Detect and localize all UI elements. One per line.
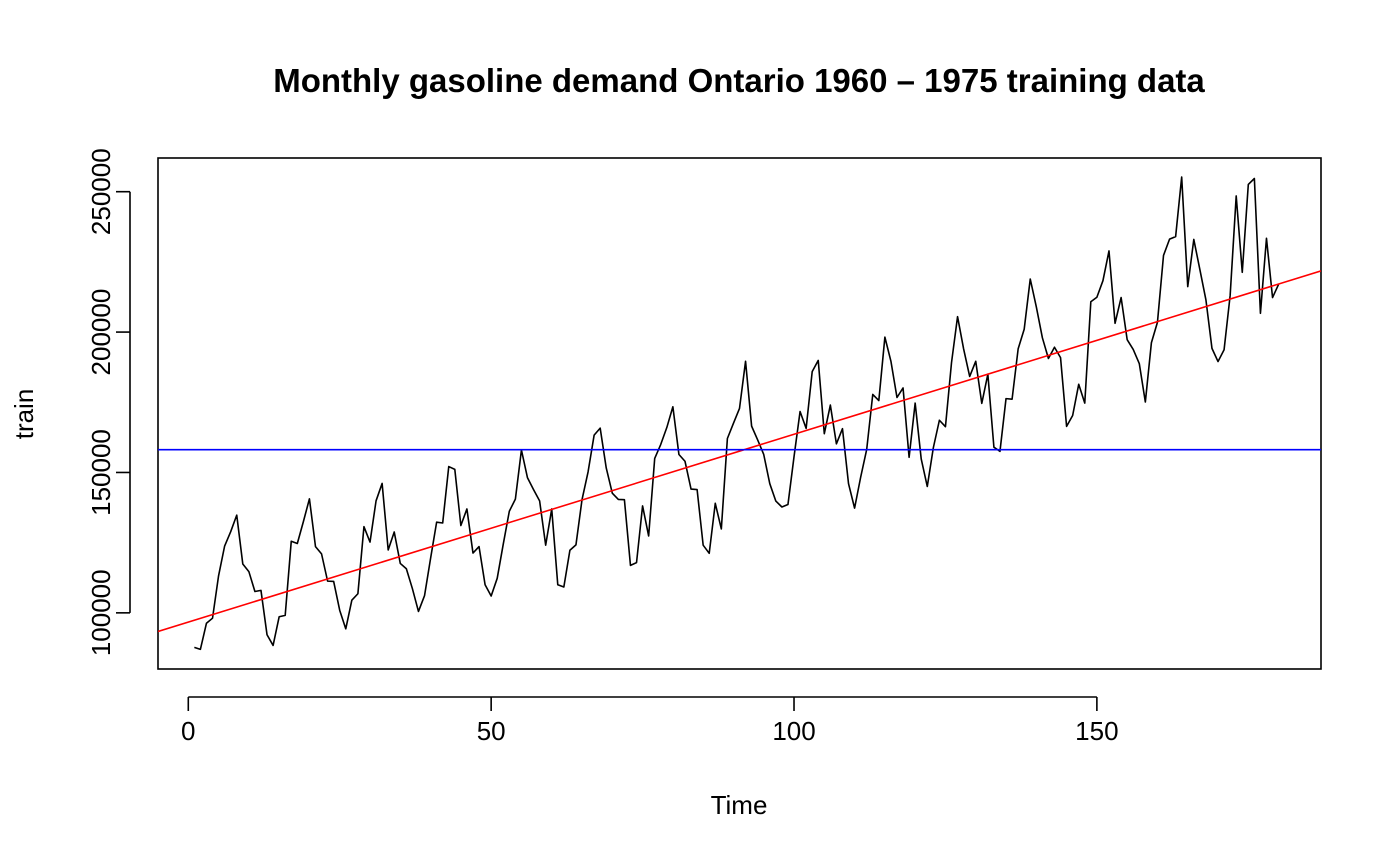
plot-area-frame [157,157,1322,670]
x-tick-label: 150 [1075,716,1118,746]
y-tick-label: 200000 [86,289,116,376]
chart-title: Monthly gasoline demand Ontario 1960 – 1… [273,62,1205,99]
trend-line [158,270,1321,633]
y-tick-label: 150000 [86,429,116,516]
x-tick-label: 0 [181,716,195,746]
y-axis-label: train [9,389,39,440]
x-tick-label: 100 [772,716,815,746]
x-axis: 0 50 100 150 [181,696,1119,746]
x-axis-label: Time [711,790,768,820]
y-axis: 100000 150000 200000 250000 [86,148,131,656]
x-tick-label: 50 [477,716,506,746]
plot-series [158,176,1321,651]
y-tick-label: 100000 [86,569,116,656]
series-line-train [194,176,1280,651]
y-tick-label: 250000 [86,148,116,235]
